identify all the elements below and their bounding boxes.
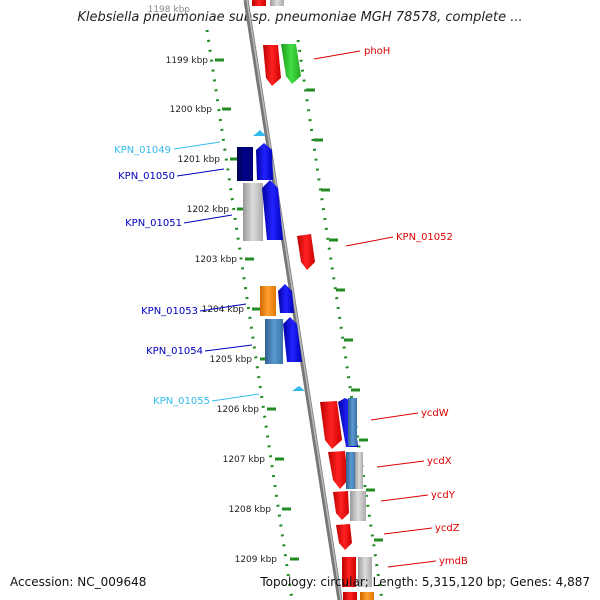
leader-ymdB xyxy=(387,560,437,568)
gene-KPN_01054[interactable] xyxy=(265,319,283,364)
gene-ycdZ[interactable] xyxy=(336,524,352,550)
gene-label-KPN_01051[interactable]: KPN_01051 xyxy=(125,218,182,229)
ruler-label: 1208 kbp xyxy=(229,505,272,515)
genome-title: Klebsiella pneumoniae subsp. pneumoniae … xyxy=(77,10,523,25)
marker-KPN_01049[interactable] xyxy=(253,130,266,136)
gene-label-ycdW[interactable]: ycdW xyxy=(421,408,449,419)
gene-label-ycdZ[interactable]: ycdZ xyxy=(435,523,460,534)
gene-bottom-partial[interactable] xyxy=(343,592,374,600)
leader-KPN_01053 xyxy=(199,303,247,312)
leader-ycdZ xyxy=(383,527,433,535)
accession-text: Accession: NC_009648 xyxy=(10,575,147,589)
gene-ycdY-b[interactable] xyxy=(350,491,366,521)
marker-KPN_01055[interactable] xyxy=(292,386,305,391)
gene-KPN_01051-b[interactable] xyxy=(262,180,283,240)
topology-text: Topology: circular; Length: 5,315,120 bp… xyxy=(260,575,590,589)
ruler-label: 1200 kbp xyxy=(170,105,213,115)
ruler-label: 1205 kbp xyxy=(210,355,253,365)
gene-ycdX[interactable] xyxy=(328,451,348,489)
gene-label-ycdX[interactable]: ycdX xyxy=(427,456,452,467)
gene-ycdW[interactable] xyxy=(320,401,342,449)
gene-label-KPN_01052[interactable]: KPN_01052 xyxy=(396,232,453,243)
leader-KPN_01051 xyxy=(183,214,233,224)
feature-track-ticks xyxy=(306,88,383,542)
ruler-label: 1203 kbp xyxy=(195,255,238,265)
gene-ycdY[interactable] xyxy=(333,491,349,520)
leader-ycdY xyxy=(380,494,429,502)
feature-track xyxy=(296,39,384,600)
ruler-label: 1209 kbp xyxy=(235,555,278,565)
leader-KPN_01055 xyxy=(211,393,260,402)
gene-KPN_01053[interactable] xyxy=(260,286,276,316)
gene-label-ycdY[interactable]: ycdY xyxy=(431,490,456,501)
genome-backbone-highlight xyxy=(246,0,342,600)
gene-label-KPN_01053[interactable]: KPN_01053 xyxy=(141,306,198,317)
gene-KPN_01054-b[interactable] xyxy=(283,317,302,362)
gene-label-KPN_01049[interactable]: KPN_01049 xyxy=(114,145,171,156)
ruler-label: 1198 kbp xyxy=(148,5,191,15)
ruler-label: 1199 kbp xyxy=(166,56,209,66)
gene-KPN_01050-b[interactable] xyxy=(256,143,273,180)
gene-feature-top[interactable] xyxy=(252,0,284,6)
gene-phoH[interactable] xyxy=(263,45,281,86)
gene-label-KPN_01055[interactable]: KPN_01055 xyxy=(153,396,210,407)
leader-KPN_01049 xyxy=(173,141,221,150)
leader-ycdW xyxy=(370,412,419,421)
leader-KPN_01054 xyxy=(204,344,253,352)
gene-ycdW-c[interactable] xyxy=(348,398,357,446)
gene-KPN_01052[interactable] xyxy=(297,234,315,270)
gene-label-KPN_01054[interactable]: KPN_01054 xyxy=(146,346,203,357)
ruler-label: 1201 kbp xyxy=(178,155,221,165)
gene-label-ymdB[interactable]: ymdB xyxy=(439,556,468,567)
gene-label-phoH[interactable]: phoH xyxy=(364,46,390,57)
ruler-label: 1204 kbp xyxy=(202,305,245,315)
ruler-label: 1202 kbp xyxy=(187,205,230,215)
gene-green[interactable] xyxy=(281,44,301,84)
ruler-label: 1206 kbp xyxy=(217,405,260,415)
ruler-track xyxy=(205,29,294,600)
ruler-label: 1207 kbp xyxy=(223,455,266,465)
gene-KPN_01053-b[interactable] xyxy=(278,284,294,313)
gene-KPN_01050[interactable] xyxy=(237,147,253,181)
gene-KPN_01051[interactable] xyxy=(243,183,263,241)
leader-ycdX xyxy=(376,460,425,468)
leader-phoH xyxy=(313,50,361,60)
gene-label-KPN_01050[interactable]: KPN_01050 xyxy=(118,171,175,182)
genome-backbone xyxy=(243,0,343,600)
gene-ymdB[interactable] xyxy=(342,557,372,587)
leader-KPN_01052 xyxy=(345,236,394,247)
gene-ycdX-b[interactable] xyxy=(346,452,363,489)
leader-KPN_01050 xyxy=(176,168,225,177)
